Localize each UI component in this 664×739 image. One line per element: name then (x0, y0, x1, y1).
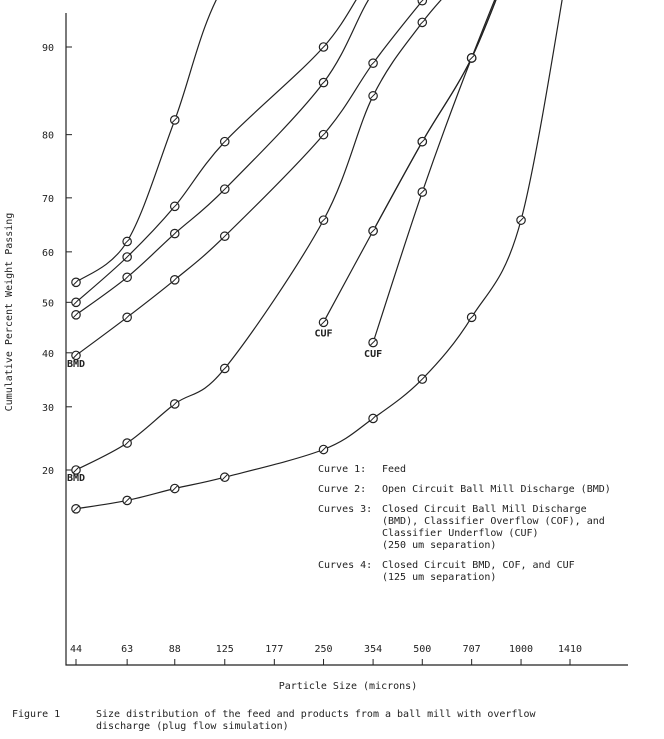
legend-entry: (250 um separation) (382, 540, 496, 551)
y-tick-label: 70 (42, 194, 54, 205)
data-point (318, 42, 329, 52)
legend: Curve 1: Feed Curve 2: Open Circuit Ball Mi… (318, 464, 611, 583)
legend-entry: Open Circuit Ball Mill Discharge (BMD) (382, 484, 611, 495)
series-group (71, 0, 563, 514)
x-tick-label: 125 (216, 644, 234, 655)
x-tick-label: 250 (314, 644, 332, 655)
x-tick-label: 500 (413, 644, 431, 655)
data-point (169, 115, 180, 125)
caption-line: discharge (plug flow simulation) (96, 721, 289, 732)
data-point (516, 215, 526, 225)
data-point (318, 444, 329, 455)
data-point (318, 317, 329, 328)
caption-label: Figure 1 (12, 709, 60, 720)
curve-label: BMD (67, 359, 85, 370)
legend-key: Curves 4: (318, 560, 372, 571)
data-point (219, 472, 230, 483)
data-point (122, 252, 132, 262)
axis-lines (65, 13, 628, 666)
data-point (122, 272, 132, 283)
data-point (169, 399, 180, 409)
data-point (71, 350, 81, 361)
legend-entry: Classifier Underflow (CUF) (382, 528, 539, 539)
x-tick-label: 177 (265, 644, 283, 655)
x-tick-label: 707 (463, 644, 481, 655)
y-tick-label: 60 (42, 248, 54, 259)
data-point (219, 363, 230, 374)
series-line-3 (75, 0, 424, 356)
x-tick-label: 44 (70, 644, 82, 655)
x-tick-label: 1410 (558, 644, 582, 655)
data-point (318, 215, 329, 225)
data-point (466, 312, 477, 323)
data-point (71, 277, 81, 288)
data-point (318, 77, 329, 88)
axes (65, 13, 628, 666)
y-tick-label: 80 (42, 131, 54, 142)
y-tick-label: 50 (42, 298, 54, 309)
y-axis-title: Cumulative Percent Weight Passing (4, 213, 15, 412)
figure-caption: Figure 1 Size distribution of the feed an… (12, 709, 536, 732)
data-point (122, 312, 132, 323)
y-tick-label: 30 (42, 403, 54, 414)
series-line-1 (75, 0, 563, 510)
data-point (417, 187, 428, 197)
series-line-8 (322, 0, 497, 323)
x-tick-label: 354 (364, 644, 382, 655)
legend-entry: Feed (382, 464, 406, 475)
series-line-9 (372, 0, 496, 343)
legend-entry: Closed Circuit BMD, COF, and CUF (382, 560, 575, 571)
data-point (122, 438, 132, 448)
data-point (219, 184, 230, 194)
series-line-2 (75, 0, 442, 471)
data-point (169, 275, 180, 285)
data-point (368, 413, 378, 424)
series-line-5 (372, 0, 497, 232)
data-point (169, 483, 180, 494)
data-point (417, 0, 428, 6)
data-point (417, 17, 428, 28)
legend-key: Curve 2: (318, 484, 366, 495)
data-point (122, 236, 132, 247)
data-point (71, 504, 81, 514)
data-point (169, 228, 180, 239)
y-tick-label: 90 (42, 43, 54, 54)
data-point (71, 297, 81, 308)
series-line-4 (75, 0, 217, 283)
data-point (219, 231, 230, 242)
data-point (318, 129, 329, 140)
series-line-6 (75, 0, 370, 316)
data-point (417, 136, 428, 147)
legend-entry: Closed Circuit Ball Mill Discharge (382, 504, 587, 515)
caption-line: Size distribution of the feed and produc… (96, 709, 536, 720)
ticks: 20 30 40 50 60 70 80 90 44 63 88 125 177 250 354 500 707… (42, 43, 582, 665)
x-tick-label: 63 (121, 644, 133, 655)
x-axis-title: Particle Size (microns) (279, 681, 417, 692)
data-point (466, 53, 477, 63)
y-tick-label: 40 (42, 349, 54, 360)
data-point (368, 91, 378, 101)
legend-entry: (125 um separation) (382, 572, 496, 583)
legend-key: Curves 3: (318, 504, 372, 515)
legend-entry: (BMD), Classifier Overflow (COF), and (382, 516, 605, 527)
curve-labels: COFCOFBMDBMDCUFCUF (67, 328, 382, 484)
y-tick-label: 20 (42, 466, 54, 477)
curve-label: CUF (314, 328, 332, 339)
data-point (169, 201, 180, 212)
data-point (368, 226, 378, 236)
data-point (71, 465, 81, 475)
data-point (71, 310, 81, 320)
legend-key: Curve 1: (318, 464, 366, 475)
curve-label: BMD (67, 473, 85, 484)
curve-label: CUF (364, 349, 382, 360)
x-tick-label: 1000 (509, 644, 533, 655)
data-point (122, 495, 132, 506)
data-point (219, 136, 230, 147)
x-tick-label: 88 (169, 644, 181, 655)
data-point (368, 337, 378, 348)
series-line-7 (75, 0, 357, 303)
data-point (417, 374, 428, 384)
data-point (368, 58, 378, 68)
